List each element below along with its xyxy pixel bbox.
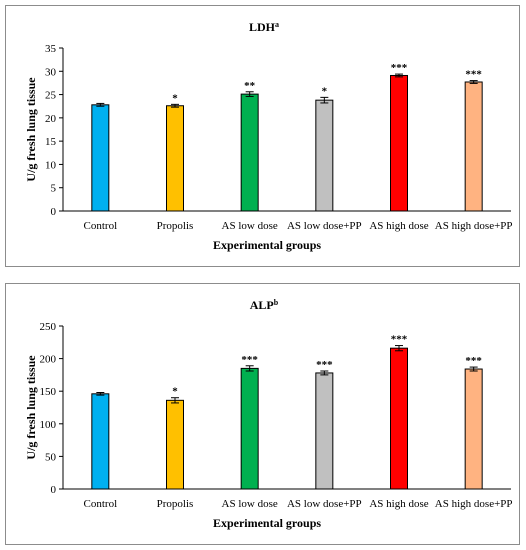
- ldh-category-label-2: AS low dose: [222, 220, 278, 232]
- alp-category-label-2: AS low dose: [222, 498, 278, 510]
- ldh-bar-1: [166, 105, 184, 212]
- alp-y-tick-label: 0: [51, 484, 57, 496]
- ldh-chart: LDHa U/g fresh lung tissue Experimental gr…: [24, 20, 513, 252]
- ldh-bar-0: [91, 104, 110, 212]
- ldh-category-label-5: AS high dose+PP: [435, 220, 513, 232]
- ldh-significance-4: ***: [391, 62, 408, 74]
- alp-y-axis-label: U/g fresh lung tissue: [24, 355, 38, 460]
- ldh-y-tick-label: 15: [45, 136, 57, 148]
- alp-bar-5: [464, 368, 483, 490]
- ldh-y-axis-label: U/g fresh lung tissue: [24, 77, 38, 182]
- alp-significance-3: ***: [316, 359, 333, 371]
- alp-significance-1: *: [172, 386, 178, 398]
- ldh-significance-5: ***: [465, 69, 482, 81]
- alp-category-label-1: Propolis: [157, 498, 194, 510]
- alp-chart: ALPb U/g fresh lung tissue Experimental gr…: [24, 298, 513, 530]
- ldh-y-tick-label: 30: [45, 66, 57, 78]
- alp-bar-2: [240, 367, 259, 490]
- ldh-chart-panel: LDHa U/g fresh lung tissue Experimental gr…: [5, 5, 520, 267]
- alp-category-label-3: AS low dose+PP: [287, 498, 362, 510]
- alp-chart-panel: ALPb U/g fresh lung tissue Experimental gr…: [5, 283, 520, 545]
- alp-y-tick-label: 100: [40, 419, 57, 431]
- ldh-y-tick-label: 0: [51, 206, 57, 218]
- ldh-chart-title: LDHa: [249, 20, 279, 34]
- ldh-bar-5: [464, 81, 483, 212]
- alp-x-axis-label: Experimental groups: [213, 516, 321, 530]
- alp-y-tick-label: 150: [40, 386, 57, 398]
- alp-bar-3: [315, 372, 334, 490]
- ldh-title-text: LDH: [249, 20, 276, 34]
- alp-y-tick-label: 200: [40, 354, 57, 366]
- ldh-category-label-1: Propolis: [157, 220, 194, 232]
- alp-y-tick-label: 50: [45, 451, 57, 463]
- alp-significance-2: ***: [241, 354, 258, 366]
- ldh-significance-3: *: [322, 85, 328, 97]
- ldh-bar-3: [315, 99, 334, 212]
- ldh-y-tick-label: 25: [45, 90, 57, 102]
- ldh-significance-1: *: [172, 92, 178, 104]
- alp-category-label-0: Control: [84, 498, 118, 510]
- alp-title-superscript: b: [274, 298, 279, 307]
- alp-title-text: ALP: [250, 298, 274, 312]
- ldh-x-axis-label: Experimental groups: [213, 238, 321, 252]
- alp-bar-1: [166, 399, 184, 490]
- ldh-title-superscript: a: [275, 20, 279, 29]
- alp-category-label-4: AS high dose: [369, 498, 428, 510]
- alp-y-tick-label: 250: [40, 321, 57, 333]
- alp-bar-0: [91, 393, 110, 490]
- alp-significance-4: ***: [391, 334, 408, 346]
- alp-chart-title: ALPb: [250, 298, 279, 312]
- ldh-category-label-0: Control: [84, 220, 118, 232]
- ldh-y-tick-label: 20: [45, 113, 57, 125]
- ldh-category-label-3: AS low dose+PP: [287, 220, 362, 232]
- ldh-bar-2: [240, 93, 259, 212]
- ldh-y-tick-label: 5: [51, 183, 57, 195]
- ldh-significance-2: **: [244, 80, 256, 92]
- ldh-bar-4: [390, 74, 408, 212]
- ldh-y-tick-label: 35: [45, 43, 57, 55]
- ldh-y-tick-label: 10: [45, 159, 57, 171]
- alp-category-label-5: AS high dose+PP: [435, 498, 513, 510]
- ldh-category-label-4: AS high dose: [369, 220, 428, 232]
- alp-bar-4: [390, 347, 408, 490]
- alp-significance-5: ***: [465, 355, 482, 367]
